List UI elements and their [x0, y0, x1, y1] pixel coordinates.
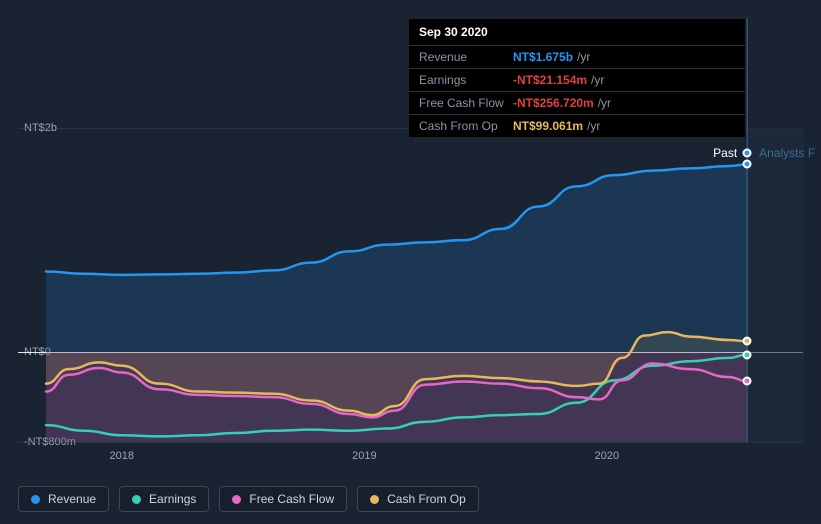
- tooltip-row-label: Revenue: [419, 50, 513, 64]
- tooltip-row-unit: /yr: [577, 50, 590, 64]
- legend-dot-icon: [31, 495, 40, 504]
- x-axis-tick: 2020: [595, 450, 619, 462]
- legend-label: Cash From Op: [387, 492, 466, 506]
- legend-label: Free Cash Flow: [249, 492, 334, 506]
- end-marker-revenue: [743, 160, 752, 169]
- x-axis-tick: 2019: [352, 450, 376, 462]
- tooltip-row-value: -NT$256.720m: [513, 96, 594, 110]
- tooltip-date: Sep 30 2020: [409, 19, 745, 46]
- tooltip-row-value: NT$99.061m: [513, 119, 583, 133]
- tooltip-row-unit: /yr: [591, 73, 604, 87]
- end-marker-earnings: [743, 350, 752, 359]
- past-label: Past: [713, 146, 737, 160]
- legend-item-cash-from-op[interactable]: Cash From Op: [357, 486, 479, 512]
- legend-dot-icon: [132, 495, 141, 504]
- past-marker-dot: [743, 149, 752, 158]
- legend-item-earnings[interactable]: Earnings: [119, 486, 209, 512]
- tooltip-row-unit: /yr: [587, 119, 600, 133]
- tooltip-row-label: Earnings: [419, 73, 513, 87]
- tooltip-row: Cash From OpNT$99.061m/yr: [409, 115, 745, 137]
- tooltip-row: Free Cash Flow-NT$256.720m/yr: [409, 92, 745, 115]
- end-marker-cfo: [743, 337, 752, 346]
- tooltip-row-label: Cash From Op: [419, 119, 513, 133]
- legend-dot-icon: [232, 495, 241, 504]
- tooltip-panel: Sep 30 2020 RevenueNT$1.675b/yrEarnings-…: [408, 18, 746, 138]
- analysts-forecast-label: Analysts F: [759, 146, 815, 160]
- tooltip-row-unit: /yr: [598, 96, 611, 110]
- tooltip-row-value: -NT$21.154m: [513, 73, 587, 87]
- end-marker-fcf: [743, 377, 752, 386]
- legend-item-revenue[interactable]: Revenue: [18, 486, 109, 512]
- legend-label: Earnings: [149, 492, 196, 506]
- tooltip-row-value: NT$1.675b: [513, 50, 573, 64]
- y-gridline: [18, 442, 803, 443]
- legend-item-free-cash-flow[interactable]: Free Cash Flow: [219, 486, 347, 512]
- tooltip-row: RevenueNT$1.675b/yr: [409, 46, 745, 69]
- legend-label: Revenue: [48, 492, 96, 506]
- tooltip-row-label: Free Cash Flow: [419, 96, 513, 110]
- x-axis-tick: 2018: [110, 450, 134, 462]
- tooltip-row: Earnings-NT$21.154m/yr: [409, 69, 745, 92]
- legend: Revenue Earnings Free Cash Flow Cash From O…: [18, 486, 479, 512]
- earnings-revenue-chart: [18, 128, 804, 442]
- legend-dot-icon: [370, 495, 379, 504]
